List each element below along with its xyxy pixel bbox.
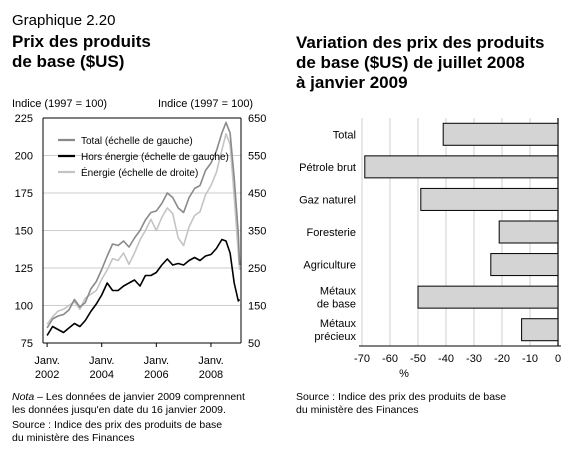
series-line	[46, 238, 241, 336]
left-source-line2: du ministère des Finances	[12, 431, 135, 444]
left-tick-label: 100	[15, 301, 33, 313]
line-chart-ticks: 75 100 125 150 175 200 225 50 150 250 350 450 550 650…	[15, 113, 267, 381]
x-tick-label: -60	[382, 353, 398, 365]
legend-label: Hors énergie (échelle de gauche)	[81, 152, 229, 163]
right-tick-label: 250	[248, 263, 266, 275]
chart-number: Graphique 2.20	[12, 12, 116, 29]
x-tick-label: -70	[354, 353, 370, 365]
bar-chart-bars	[364, 122, 559, 342]
left-axis-label: Indice (1997 = 100)	[12, 98, 108, 110]
note-line1: Nota – Les données de janvier 2009 compr…	[12, 391, 282, 404]
left-title-line1: Prix des produits	[12, 32, 151, 51]
x-axis-unit: %	[399, 368, 409, 380]
category-label: Métaux	[320, 286, 357, 298]
right-axis-label: Indice (1997 = 100)	[158, 98, 254, 110]
x-tick-label: 2008	[199, 369, 223, 381]
bar	[417, 285, 559, 309]
category-label: Pétrole brut	[299, 162, 356, 174]
bar	[420, 187, 559, 211]
series-line	[46, 121, 241, 329]
note-text: – Les données de janvier 2009 comprennen…	[34, 391, 245, 403]
category-label: Gaz naturel	[299, 194, 356, 206]
right-chart-title: Variation des prix des produits de base …	[296, 33, 544, 93]
left-title-line2: de base ($US)	[12, 52, 125, 71]
bar	[498, 220, 559, 244]
left-tick-label: 225	[15, 113, 33, 125]
bar	[521, 318, 559, 342]
right-title-line3: à janvier 2009	[296, 73, 408, 92]
x-tick-label: 0	[555, 353, 561, 365]
category-label: Agriculture	[303, 260, 356, 272]
line-chart-legend: Total (échelle de gauche) Hors énergie (é…	[58, 136, 229, 179]
right-tick-label: 350	[248, 226, 266, 238]
x-tick-label: -30	[466, 353, 482, 365]
legend-label: Énergie (échelle de droite)	[81, 166, 198, 179]
x-tick-label: -50	[410, 353, 426, 365]
category-label: Total	[333, 129, 356, 141]
x-tick-label: Janv.	[34, 355, 59, 367]
bar-chart-ticks: -70 -60 -50 -40 -30 -20 -10 0% Total Pétrole brut…	[299, 129, 561, 380]
note-line2: les données jusqu'en date du 16 janvier …	[12, 403, 226, 416]
category-label: précieux	[314, 331, 356, 343]
x-tick-label: 2002	[35, 369, 59, 381]
right-source-line1: Source : Indice des prix des produits de…	[296, 391, 507, 403]
bar	[442, 122, 559, 146]
left-tick-label: 75	[21, 338, 33, 350]
line-chart-grid	[42, 117, 242, 344]
series-line	[46, 133, 241, 325]
note-prefix: Nota	[12, 391, 35, 403]
category-label: Foresterie	[306, 227, 356, 239]
category-label: de base	[317, 299, 356, 311]
bar	[364, 155, 559, 179]
x-tick-label: Janv.	[89, 355, 114, 367]
x-tick-label: -10	[522, 353, 538, 365]
right-tick-label: 550	[248, 151, 266, 163]
x-tick-label: 2004	[89, 369, 113, 381]
right-title-line1: Variation des prix des produits	[296, 33, 545, 52]
right-source-line2: du ministère des Finances	[296, 403, 419, 416]
right-source: Source : Indice des prix des produits de…	[296, 391, 506, 416]
x-tick-label: 2006	[144, 369, 168, 381]
right-tick-label: 150	[248, 301, 266, 313]
legend-label: Total (échelle de gauche)	[81, 136, 193, 147]
x-tick-label: -40	[438, 353, 454, 365]
right-tick-label: 50	[248, 338, 260, 350]
left-tick-label: 200	[15, 151, 33, 163]
right-tick-label: 650	[248, 113, 266, 125]
x-tick-label: Janv.	[144, 355, 169, 367]
left-note: Nota – Les données de janvier 2009 compr…	[12, 391, 282, 444]
left-tick-label: 150	[15, 226, 33, 238]
bar	[490, 253, 559, 277]
line-chart-series	[46, 121, 241, 336]
right-title-line2: de base ($US) de juillet 2008	[296, 53, 525, 72]
left-chart-title: Prix des produits de base ($US)	[12, 32, 151, 72]
left-tick-label: 175	[15, 188, 33, 200]
left-source-line1: Source : Indice des prix des produits de…	[12, 419, 223, 431]
category-label: Métaux	[320, 318, 357, 330]
right-tick-label: 450	[248, 188, 266, 200]
left-tick-label: 125	[15, 263, 33, 275]
x-tick-label: -20	[494, 353, 510, 365]
x-tick-label: Janv.	[198, 355, 223, 367]
